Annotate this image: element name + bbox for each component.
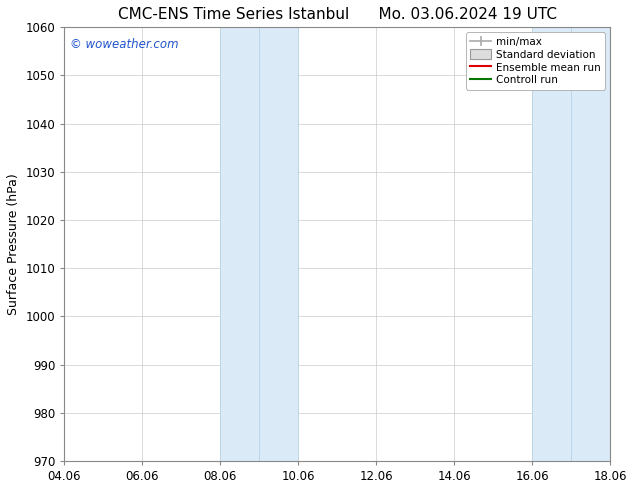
Bar [220, 27, 298, 461]
Title: CMC-ENS Time Series Istanbul      Mo. 03.06.2024 19 UTC: CMC-ENS Time Series Istanbul Mo. 03.06.2… [118, 7, 557, 22]
Bar [533, 27, 611, 461]
Y-axis label: Surface Pressure (hPa): Surface Pressure (hPa) [7, 173, 20, 315]
Text: © woweather.com: © woweather.com [70, 38, 178, 51]
Legend: min/max, Standard deviation, Ensemble mean run, Controll run: min/max, Standard deviation, Ensemble me… [466, 32, 605, 90]
